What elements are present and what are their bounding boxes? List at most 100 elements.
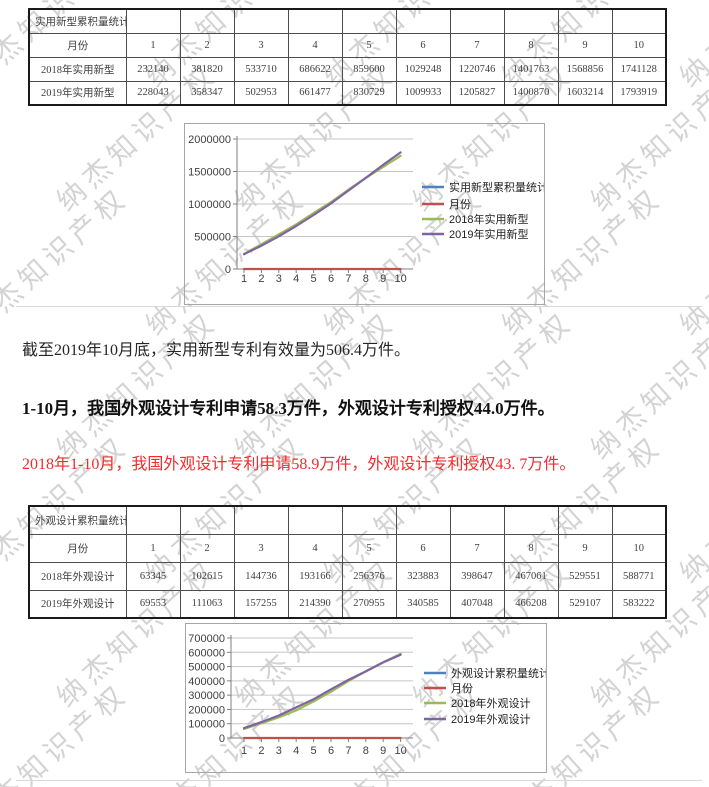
table-empty-cell (557, 8, 613, 34)
month-cell: 1 (125, 533, 181, 563)
utility-model-chart: 0 500000 1000000 1500000 2000000 1 2 3 4 5 6 7 8 9 10 实… (184, 123, 545, 305)
value-cell: 533710 (233, 56, 289, 82)
table-empty-cell (503, 8, 559, 34)
value-cell: 661477 (287, 80, 343, 106)
value-cell: 256376 (341, 561, 397, 591)
value-cell: 466208 (503, 589, 559, 619)
value-cell: 1400870 (503, 80, 559, 106)
value-cell: 686622 (287, 56, 343, 82)
y-tick-label: 600000 (188, 647, 225, 659)
value-cell: 228043 (125, 80, 181, 106)
legend-label: 外观设计累积量统计 (451, 667, 546, 680)
month-cell: 5 (341, 533, 397, 563)
value-cell: 583222 (611, 589, 667, 619)
table-empty-cell (395, 8, 451, 34)
table-empty-cell (557, 505, 613, 535)
utility-model-summary-text: 截至2019年10月底，实用新型专利有效量为506.4万件。 (22, 342, 411, 359)
legend-label: 2019年外观设计 (451, 712, 530, 726)
value-cell: 214390 (287, 589, 343, 619)
x-tick-label: 7 (345, 745, 351, 757)
watermark-text: 纳杰知识产权 (406, 305, 580, 465)
value-cell: 1220746 (449, 56, 505, 82)
table-empty-cell (287, 505, 343, 535)
x-tick-label: 2 (258, 745, 264, 757)
y-tick-label: 2000000 (188, 134, 231, 146)
table-row-header: 月份 (28, 32, 127, 58)
table-empty-cell (395, 505, 451, 535)
section-divider (16, 306, 702, 307)
y-tick-label: 400000 (188, 676, 225, 688)
y-tick-label: 1500000 (188, 167, 231, 179)
x-tick-label: 5 (311, 273, 317, 285)
month-cell: 3 (233, 533, 289, 563)
x-tick-label: 9 (380, 745, 386, 757)
month-cell: 4 (287, 32, 343, 58)
value-cell: 232140 (125, 56, 181, 82)
legend-label: 2019年实用新型 (449, 227, 528, 241)
table-title: 实用新型累积量统计 (28, 8, 127, 34)
legend-label: 月份 (451, 682, 473, 695)
value-cell: 102615 (179, 561, 235, 591)
table-title: 外观设计累积量统计 (28, 505, 127, 535)
value-cell: 270955 (341, 589, 397, 619)
value-cell: 529107 (557, 589, 613, 619)
x-tick-label: 6 (328, 745, 334, 757)
value-cell: 193166 (287, 561, 343, 591)
legend-label: 实用新型累积量统计 (449, 180, 544, 194)
section-divider-bottom (16, 780, 702, 781)
x-tick-label: 3 (276, 745, 282, 757)
month-cell: 9 (557, 533, 613, 563)
y-tick-label: 500000 (194, 232, 231, 244)
value-cell: 111063 (179, 589, 235, 619)
table-empty-cell (125, 8, 181, 34)
value-cell: 358347 (179, 80, 235, 106)
value-cell: 1603214 (557, 80, 613, 106)
series-line (242, 151, 402, 256)
value-cell: 859600 (341, 56, 397, 82)
design-2018-summary-text: 2018年1-10月，我国外观设计专利申请58.9万件，外观设计专利授权43. … (22, 456, 576, 473)
y-tick-label: 0 (219, 733, 225, 745)
table-empty-cell (341, 8, 397, 34)
x-tick-label: 2 (258, 273, 264, 285)
table-empty-cell (503, 505, 559, 535)
value-cell: 157255 (233, 589, 289, 619)
legend-label: 月份 (449, 198, 471, 211)
month-cell: 8 (503, 533, 559, 563)
design-table: 外观设计累积量统计 月份 1 2 3 4 5 6 7 8 9 10 2018年外观设计 63345 1026… (28, 505, 667, 619)
table-empty-cell (125, 505, 181, 535)
value-cell: 467061 (503, 561, 559, 591)
y-tick-label: 0 (225, 264, 231, 276)
value-cell: 529551 (557, 561, 613, 591)
chart-svg: 0 100000 200000 300000 400000 500000 600000 700… (188, 633, 546, 757)
table-empty-cell (341, 505, 397, 535)
x-tick-label: 10 (394, 745, 406, 757)
y-tick-label: 700000 (188, 633, 225, 645)
utility-model-table: 实用新型累积量统计 月份 1 2 3 4 5 6 7 8 9 10 2018年实用新型 232140 381… (28, 8, 667, 106)
value-cell: 1568856 (557, 56, 613, 82)
x-tick-label: 8 (363, 745, 369, 757)
table-empty-cell (611, 8, 667, 34)
value-cell: 1401763 (503, 56, 559, 82)
legend-label: 2018年外观设计 (451, 696, 530, 710)
x-tick-label: 8 (363, 273, 369, 285)
month-cell: 2 (179, 32, 235, 58)
month-cell: 7 (449, 533, 505, 563)
value-cell: 63345 (125, 561, 181, 591)
table-empty-cell (287, 8, 343, 34)
value-cell: 69553 (125, 589, 181, 619)
value-cell: 144736 (233, 561, 289, 591)
value-cell: 1205827 (449, 80, 505, 106)
table-empty-cell (611, 505, 667, 535)
x-tick-label: 6 (328, 273, 334, 285)
table-empty-cell (179, 505, 235, 535)
y-tick-label: 100000 (188, 719, 225, 731)
month-cell: 3 (233, 32, 289, 58)
watermark-text: 纳杰知识产权 (673, 677, 709, 787)
table-empty-cell (233, 8, 289, 34)
design-chart: 0 100000 200000 300000 400000 500000 600000 700… (185, 623, 547, 773)
x-tick-label: 1 (241, 745, 247, 757)
month-cell: 6 (395, 32, 451, 58)
month-cell: 9 (557, 32, 613, 58)
series-label-cell: 2018年实用新型 (28, 56, 127, 82)
